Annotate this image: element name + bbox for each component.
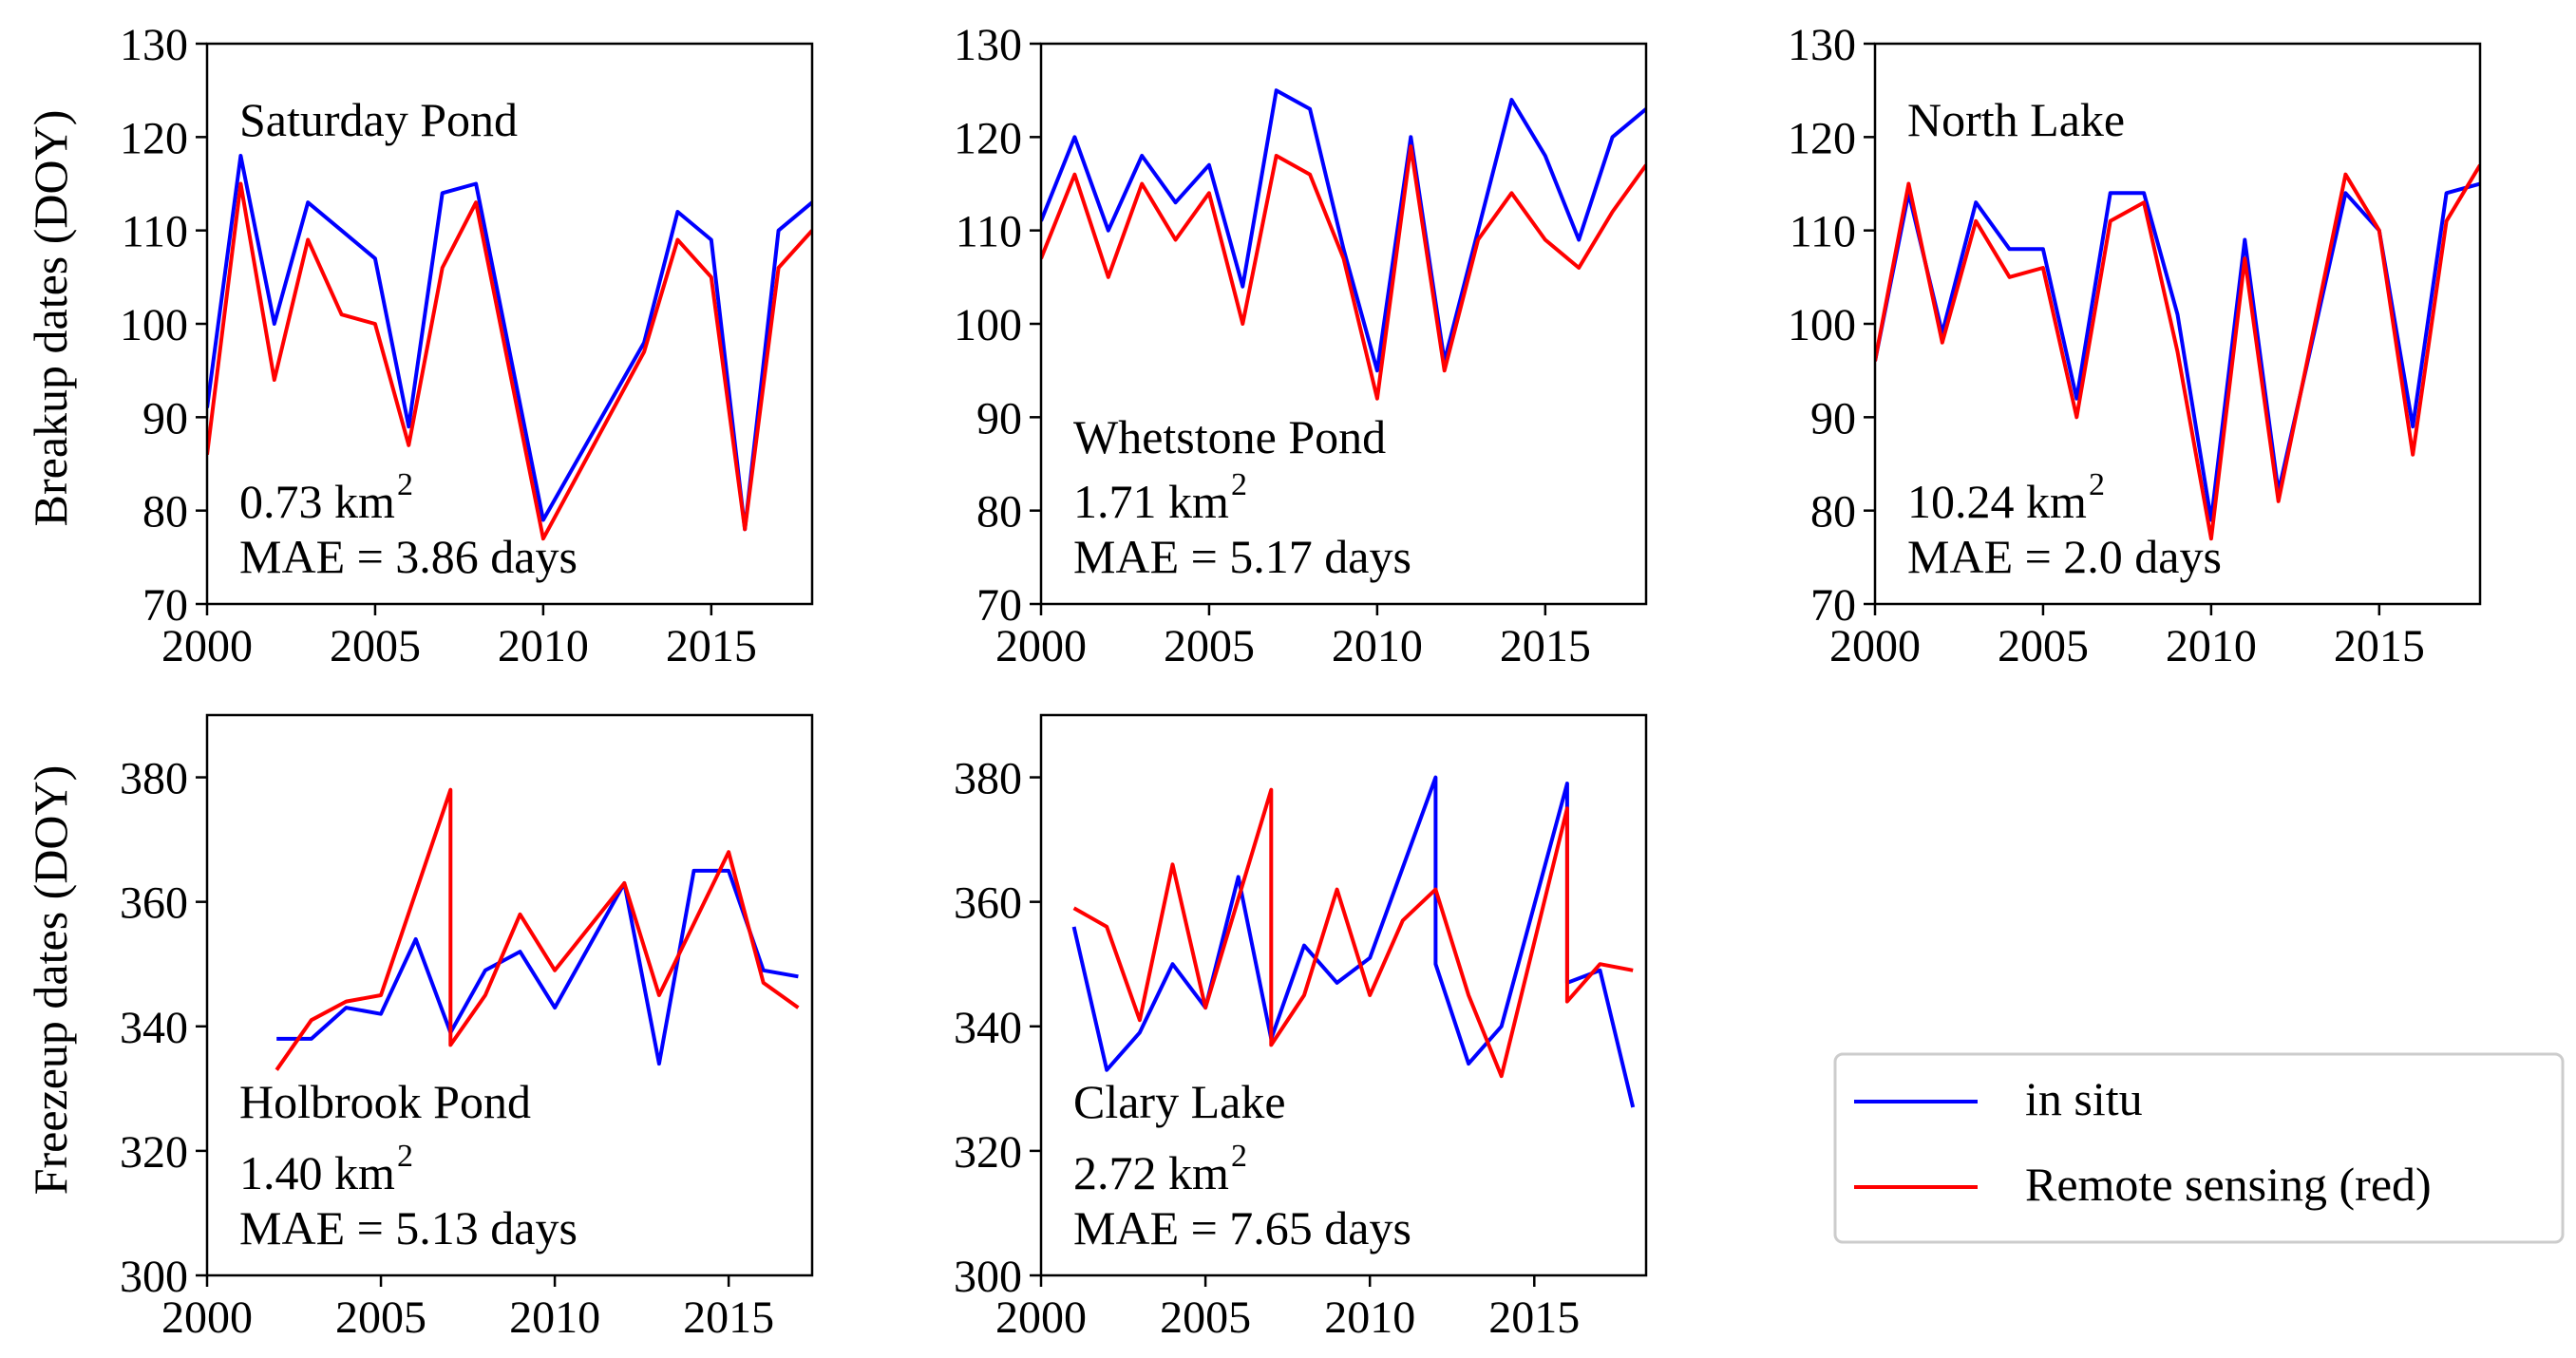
y-tick-label: 300 [954, 1252, 1022, 1302]
x-tick-label: 2000 [161, 1292, 253, 1343]
plot-frame [1039, 713, 1648, 1277]
x-tick-label: 2005 [1160, 1292, 1251, 1343]
lake-area: 1.71 km [1073, 475, 1229, 528]
lake-name: Holbrook Pond [239, 1075, 531, 1128]
series-line-in-situ [1041, 88, 1646, 373]
plot-frame [205, 42, 814, 606]
y-tick-label: 130 [954, 20, 1022, 70]
y-tick-label: 80 [976, 487, 1022, 538]
series-line-remote-sensing [1072, 787, 1634, 1079]
lake-name: Whetstone Pond [1073, 410, 1386, 463]
legend-label-remote-sensing: Remote sensing (red) [2025, 1158, 2432, 1211]
x-tick-label: 2005 [335, 1292, 426, 1343]
area-superscript: 2 [2089, 467, 2105, 502]
lake-area: 0.73 km [239, 475, 395, 528]
mae-label: MAE = 2.0 days [1907, 530, 2222, 583]
x-tick-label: 2000 [995, 1292, 1087, 1343]
mae-label: MAE = 7.65 days [1073, 1201, 1411, 1254]
y-tick-label: 100 [954, 300, 1022, 350]
series-line-remote-sensing [275, 787, 800, 1071]
x-tick-label: 2000 [995, 621, 1087, 671]
y-tick-label: 100 [1788, 300, 1856, 350]
y-tick-label: 340 [120, 1003, 188, 1053]
chart-panels: 2000 2005 2010 2015 70 80 90 100 110 120 130 Saturd… [120, 20, 2482, 1343]
y-axis-label-breakup: Breakup dates (DOY) [24, 110, 77, 527]
x-tick-label: 2000 [1829, 621, 1921, 671]
panel-2: 2000 2005 2010 2015 70 80 90 100 110 120 130 Whetst… [954, 20, 1648, 671]
legend-label-in-situ: in situ [2025, 1072, 2143, 1125]
y-axis-label-freezeup: Freezeup dates (DOY) [24, 765, 77, 1196]
x-tick-label: 2005 [1164, 621, 1255, 671]
area-superscript: 2 [1231, 467, 1247, 502]
y-tick-label: 380 [954, 754, 1022, 804]
area-superscript: 2 [397, 1139, 413, 1174]
x-tick-label: 2000 [161, 621, 253, 671]
x-tick-label: 2005 [1998, 621, 2089, 671]
y-tick-label: 360 [954, 878, 1022, 929]
y-tick-label: 320 [120, 1127, 188, 1178]
y-tick-label: 100 [120, 300, 188, 350]
mae-label: MAE = 3.86 days [239, 530, 578, 583]
lake-name: Saturday Pond [239, 93, 518, 146]
x-tick-label: 2015 [1500, 621, 1591, 671]
y-tick-label: 70 [1810, 580, 1856, 631]
y-tick-label: 110 [1790, 207, 1856, 257]
y-tick-label: 130 [120, 20, 188, 70]
y-tick-label: 70 [142, 580, 188, 631]
panel-5: 2000 2005 2010 2015 300 320 340 360 380 Clary Lak… [954, 713, 1648, 1343]
x-tick-label: 2010 [498, 621, 589, 671]
y-tick-label: 380 [120, 754, 188, 804]
lake-area: 2.72 km [1073, 1146, 1229, 1199]
y-tick-label: 90 [1810, 393, 1856, 443]
y-tick-label: 320 [954, 1127, 1022, 1178]
plot-frame [1039, 42, 1648, 606]
x-tick-label: 2005 [330, 621, 421, 671]
area-superscript: 2 [397, 467, 413, 502]
y-tick-label: 110 [122, 207, 188, 257]
mae-label: MAE = 5.13 days [239, 1201, 578, 1254]
y-tick-label: 70 [976, 580, 1022, 631]
series-line-in-situ [207, 154, 812, 532]
y-tick-label: 120 [954, 113, 1022, 163]
mae-label: MAE = 5.17 days [1073, 530, 1411, 583]
x-tick-label: 2015 [666, 621, 757, 671]
panel-4: 2000 2005 2010 2015 300 320 340 360 380 Holbrook … [120, 713, 814, 1343]
plot-frame [1873, 42, 2482, 606]
x-tick-label: 2010 [1324, 1292, 1415, 1343]
x-tick-label: 2015 [683, 1292, 774, 1343]
y-tick-label: 120 [1788, 113, 1856, 163]
x-tick-label: 2010 [509, 1292, 600, 1343]
series-line-remote-sensing [1875, 163, 2480, 541]
y-tick-label: 80 [142, 487, 188, 538]
x-tick-label: 2010 [2166, 621, 2257, 671]
lake-area: 10.24 km [1907, 475, 2087, 528]
lake-name: Clary Lake [1073, 1075, 1286, 1128]
y-tick-label: 120 [120, 113, 188, 163]
y-tick-label: 340 [954, 1003, 1022, 1053]
x-tick-label: 2015 [1488, 1292, 1580, 1343]
y-tick-label: 360 [120, 878, 188, 929]
y-tick-label: 80 [1810, 487, 1856, 538]
plot-frame [205, 713, 814, 1277]
lake-name: North Lake [1907, 93, 2125, 146]
panel-3: 2000 2005 2010 2015 70 80 90 100 110 120 130 North … [1788, 20, 2482, 671]
lake-area: 1.40 km [239, 1146, 395, 1199]
y-tick-label: 300 [120, 1252, 188, 1302]
panel-1: 2000 2005 2010 2015 70 80 90 100 110 120 130 Saturd… [120, 20, 814, 671]
area-superscript: 2 [1231, 1139, 1247, 1174]
y-tick-label: 110 [956, 207, 1022, 257]
y-tick-label: 90 [142, 393, 188, 443]
y-tick-label: 90 [976, 393, 1022, 443]
legend-frame [1833, 1052, 2565, 1244]
x-tick-label: 2015 [2334, 621, 2425, 671]
x-tick-label: 2010 [1332, 621, 1423, 671]
legend: in situ Remote sensing (red) [1833, 1052, 2565, 1244]
series-line-in-situ [276, 868, 799, 1066]
series-line-remote-sensing [207, 181, 812, 541]
y-tick-label: 130 [1788, 20, 1856, 70]
series-line-remote-sensing [1041, 144, 1646, 401]
